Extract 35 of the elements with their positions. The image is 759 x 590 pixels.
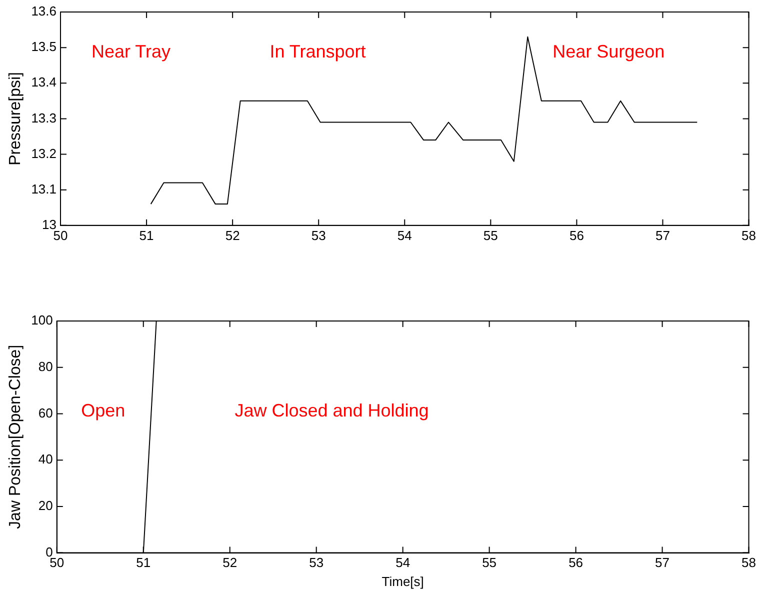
x-tick-label: 57 (655, 555, 670, 570)
annotation: Near Surgeon (552, 42, 665, 62)
y-tick-label: 13.1 (31, 181, 56, 196)
x-tick-label: 53 (309, 555, 324, 570)
y-tick-label: 40 (38, 452, 53, 467)
y-tick-label: 13.2 (31, 146, 56, 161)
annotation: Near Tray (91, 42, 171, 62)
y-tick-label: 100 (31, 312, 53, 328)
x-tick-label: 53 (311, 228, 326, 243)
y-tick-label: 13.6 (31, 4, 56, 19)
x-tick-label: 58 (742, 228, 756, 243)
x-tick-label: 54 (396, 555, 410, 570)
x-tick-label: 55 (482, 555, 497, 570)
x-tick-label: 51 (136, 555, 151, 570)
x-axis-title: Time[s] (382, 574, 424, 589)
x-tick-label: 55 (483, 228, 498, 243)
y-tick-label: 13.3 (31, 110, 56, 126)
x-tick-label: 57 (656, 228, 670, 243)
x-tick-label: 56 (568, 555, 584, 570)
x-tick-label: 52 (222, 555, 238, 570)
x-tick-label: 52 (225, 228, 240, 243)
y-axis-title: Jaw Position[Open-Close] (7, 344, 24, 529)
y-tick-label: 80 (38, 358, 53, 374)
x-tick-label: 51 (139, 228, 154, 243)
y-axis-title: Pressure[psi] (7, 72, 24, 166)
y-tick-label: 60 (38, 405, 53, 420)
y-tick-label: 20 (38, 498, 53, 514)
annotation: Jaw Closed and Holding (234, 400, 429, 420)
y-tick-label: 13.5 (31, 39, 56, 54)
annotation: In Transport (270, 42, 366, 62)
y-tick-label: 13.4 (31, 74, 56, 90)
x-tick-label: 58 (742, 555, 756, 570)
x-tick-label: 54 (397, 228, 412, 243)
annotation: Open (81, 400, 126, 420)
x-tick-label: 56 (569, 228, 584, 243)
